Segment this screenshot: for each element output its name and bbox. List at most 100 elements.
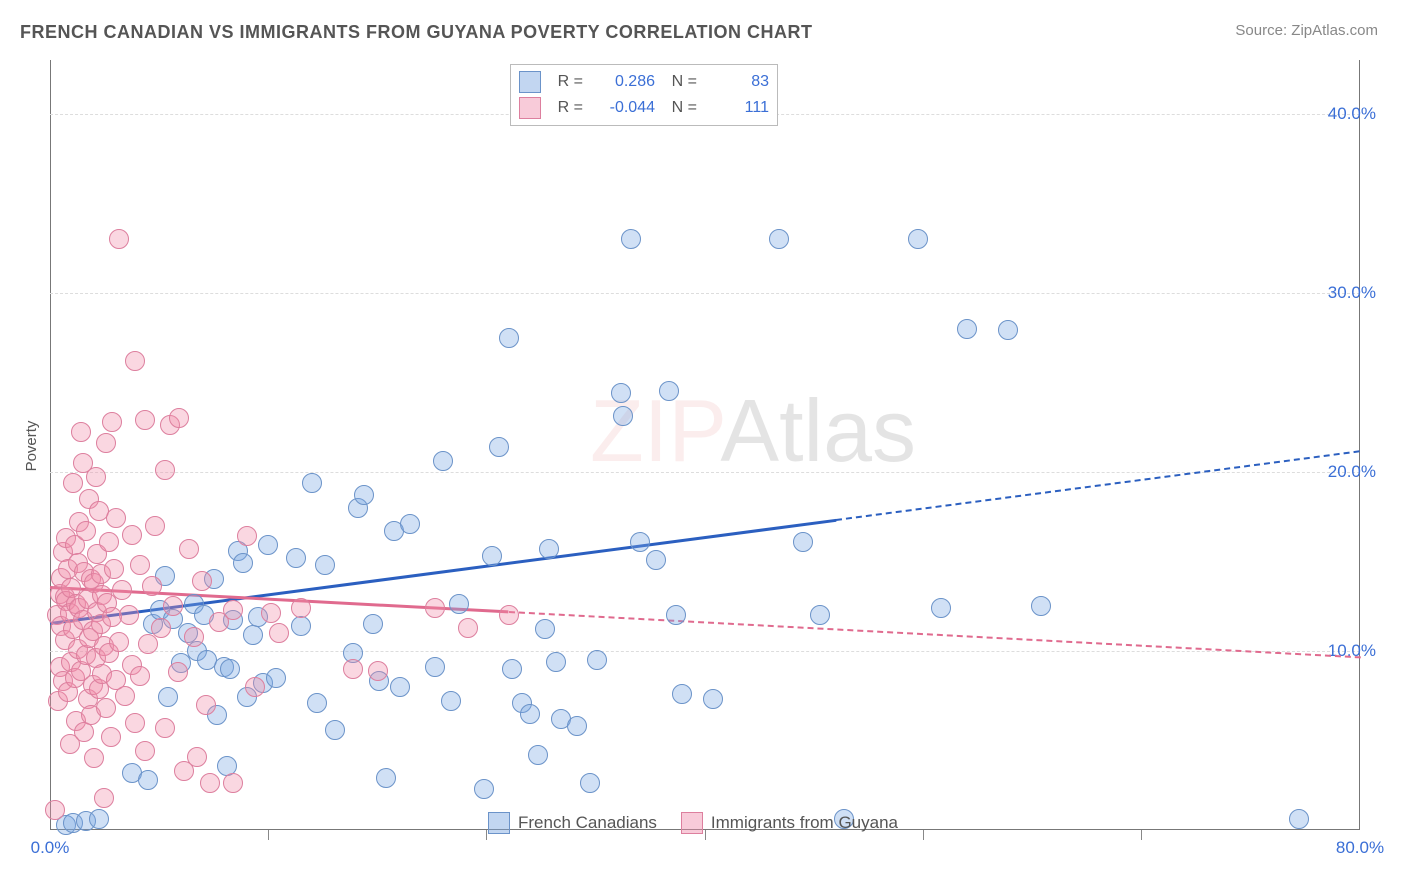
series-legend-label: French Canadians [518,813,657,833]
data-point-b [184,627,204,647]
data-point-b [237,526,257,546]
data-point-a [520,704,540,724]
data-point-a [307,693,327,713]
data-point-b [368,661,388,681]
data-point-b [269,623,289,643]
data-point-a [449,594,469,614]
data-point-b [125,351,145,371]
data-point-a [400,514,420,534]
data-point-a [138,770,158,790]
data-point-a [390,677,410,697]
data-point-a [998,320,1018,340]
data-point-b [291,598,311,618]
data-point-a [363,614,383,634]
source-label: Source: [1235,22,1287,39]
data-point-a [539,539,559,559]
data-point-b [135,741,155,761]
data-point-a [580,773,600,793]
data-point-b [102,412,122,432]
source-link[interactable]: ZipAtlas.com [1291,22,1378,39]
data-point-b [130,666,150,686]
data-point-b [145,516,165,536]
legend-swatch [519,71,541,93]
data-point-a [354,485,374,505]
data-point-a [908,229,928,249]
data-point-a [703,689,723,709]
data-point-a [535,619,555,639]
data-point-b [104,559,124,579]
data-point-b [122,525,142,545]
data-point-a [499,328,519,348]
series-legend-item: French Canadians [488,812,657,834]
legend-swatch [681,812,703,834]
data-point-a [325,720,345,740]
y-tick-label: 40.0% [1328,104,1376,124]
data-point-a [243,625,263,645]
data-point-b [192,571,212,591]
source-attribution: Source: ZipAtlas.com [1235,22,1378,39]
y-axis-label: Poverty [23,421,40,472]
n-value: 111 [707,99,769,117]
data-point-a [793,532,813,552]
data-point-a [1031,596,1051,616]
data-point-b [223,773,243,793]
grid-line [50,472,1360,473]
data-point-a [931,598,951,618]
chart-title: FRENCH CANADIAN VS IMMIGRANTS FROM GUYAN… [20,22,813,43]
data-point-a [621,229,641,249]
data-point-a [258,535,278,555]
data-point-a [158,687,178,707]
grid-line [50,293,1360,294]
stats-legend-row: R =0.286N =83 [519,69,769,95]
x-tick-mark [268,830,269,840]
data-point-b [86,467,106,487]
data-point-b [151,618,171,638]
data-point-b [163,596,183,616]
n-label: N = [665,73,697,91]
data-point-a [659,381,679,401]
x-tick-label: 80.0% [1336,838,1384,858]
data-point-b [458,618,478,638]
data-point-b [76,521,96,541]
data-point-b [168,662,188,682]
n-value: 83 [707,73,769,91]
data-point-b [45,800,65,820]
data-point-b [223,600,243,620]
r-label: R = [551,99,583,117]
n-label: N = [665,99,697,117]
stats-legend-row: R =-0.044N =111 [519,95,769,121]
data-point-a [302,473,322,493]
data-point-b [109,229,129,249]
data-point-b [101,727,121,747]
r-label: R = [551,73,583,91]
data-point-a [630,532,650,552]
data-point-a [315,555,335,575]
y-axis-line [50,60,51,830]
data-point-b [499,605,519,625]
data-point-b [63,473,83,493]
y-tick-label: 20.0% [1328,462,1376,482]
data-point-b [187,747,207,767]
data-point-a [1289,809,1309,829]
data-point-b [142,576,162,596]
data-point-a [266,668,286,688]
data-point-b [135,410,155,430]
data-point-b [109,632,129,652]
data-point-a [425,657,445,677]
grid-line [50,651,1360,652]
data-point-b [155,460,175,480]
data-point-b [99,532,119,552]
data-point-a [441,691,461,711]
data-point-b [106,508,126,528]
y-tick-label: 30.0% [1328,283,1376,303]
data-point-a [672,684,692,704]
data-point-a [646,550,666,570]
data-point-a [528,745,548,765]
data-point-b [261,603,281,623]
data-point-a [489,437,509,457]
data-point-b [155,718,175,738]
data-point-a [957,319,977,339]
x-tick-label: 0.0% [31,838,70,858]
data-point-b [425,598,445,618]
data-point-b [119,605,139,625]
